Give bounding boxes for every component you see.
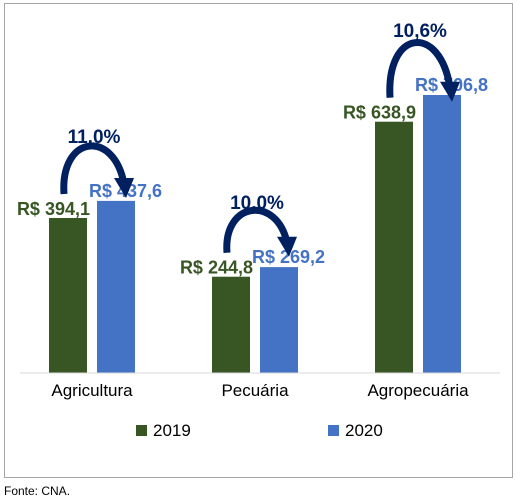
legend-swatch-2020 bbox=[328, 425, 339, 436]
source-note: Fonte: CNA. bbox=[4, 484, 71, 498]
growth-label-2: 10,6% bbox=[393, 21, 447, 42]
bar-2019-1 bbox=[212, 276, 250, 373]
growth-arrowhead-2 bbox=[440, 81, 460, 102]
growth-arrowhead-0 bbox=[114, 177, 134, 198]
legend-label-2020: 2020 bbox=[345, 421, 383, 440]
bar-2019-0 bbox=[49, 217, 87, 373]
growth-arrowhead-1 bbox=[277, 236, 297, 257]
bars-layer bbox=[20, 95, 500, 374]
category-label-2: Agropecuária bbox=[367, 381, 469, 400]
data-label-2019-2: R$ 638,9 bbox=[343, 103, 416, 123]
bar-2020-2 bbox=[423, 95, 461, 373]
legend-swatch-2019 bbox=[136, 425, 147, 436]
data-label-2019-0: R$ 394,1 bbox=[17, 199, 90, 219]
legend: 2019 2020 bbox=[136, 421, 383, 440]
bar-2020-0 bbox=[97, 200, 135, 373]
category-label-0: Agricultura bbox=[51, 381, 133, 400]
category-label-1: Pecuária bbox=[221, 381, 289, 400]
growth-arrow-0 bbox=[60, 142, 128, 195]
data-label-2020-1: R$ 269,2 bbox=[252, 247, 325, 267]
growth-arrow-1 bbox=[223, 206, 291, 253]
growth-arrow-2 bbox=[386, 39, 454, 98]
legend-label-2019: 2019 bbox=[153, 421, 191, 440]
data-label-2019-1: R$ 244,8 bbox=[180, 258, 253, 278]
growth-label-0: 11,0% bbox=[68, 127, 121, 148]
bar-2019-2 bbox=[375, 121, 413, 373]
growth-label-1: 10,0% bbox=[230, 193, 284, 214]
bar-2020-1 bbox=[260, 267, 298, 373]
